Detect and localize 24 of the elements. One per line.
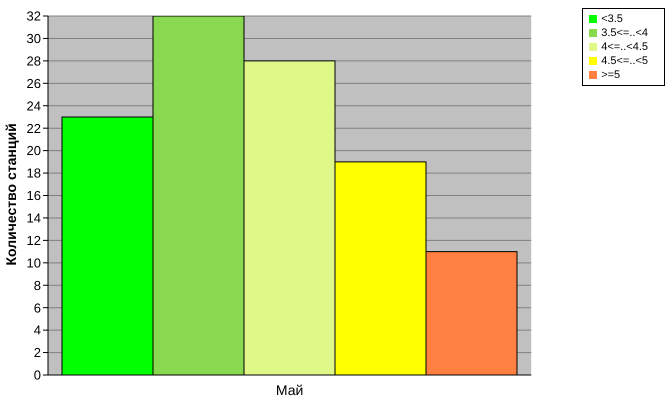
y-tick-label: 6 [34,300,41,316]
y-tick-label: 0 [34,368,41,383]
x-tick-label: Май [276,382,304,398]
legend-label: 4.5<=..<5 [601,55,648,67]
legend-label: 3.5<=..<4 [601,27,648,39]
y-tick-label: 28 [26,53,41,68]
legend-label: <3.5 [601,13,623,25]
y-tick-label: 32 [26,8,41,24]
y-tick-label: 4 [34,322,41,338]
y-tick-label: 18 [26,166,41,181]
y-tick-label: 14 [26,210,41,226]
y-tick-label: 2 [34,345,41,360]
legend-label: >=5 [601,69,620,81]
y-tick-label: 22 [26,120,41,136]
y-tick-label: 20 [26,143,41,158]
y-tick-label: 10 [26,255,41,270]
y-tick-label: 24 [26,98,41,114]
y-tick-label: 8 [34,278,41,293]
y-tick-label: 12 [26,232,41,248]
y-tick-label: 16 [26,188,41,204]
legend-label: 4<=..<4.5 [601,41,648,53]
y-tick-label: 26 [26,76,41,91]
y-tick-label: 30 [26,31,41,46]
y-axis-title: Количество станций [2,123,19,266]
